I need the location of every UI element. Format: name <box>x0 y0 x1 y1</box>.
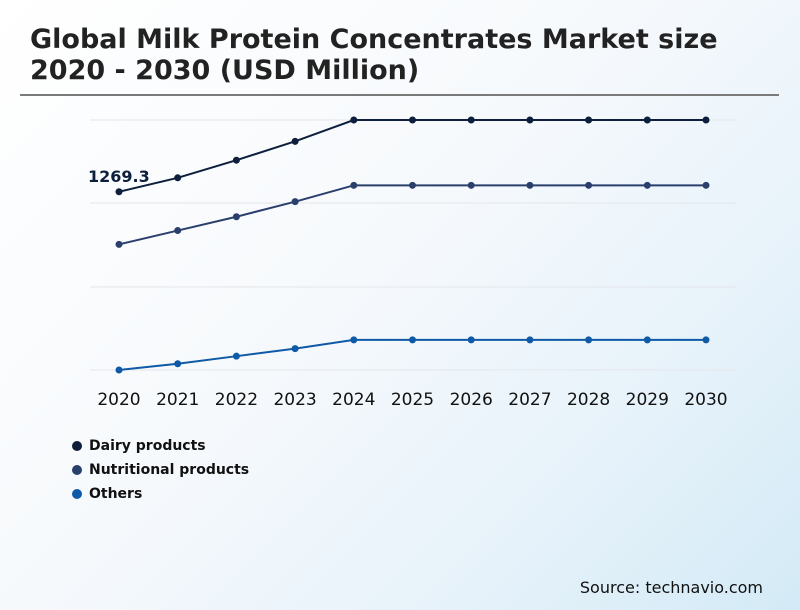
data-point <box>174 227 182 235</box>
data-point <box>526 336 534 344</box>
data-point <box>409 336 416 344</box>
data-point <box>585 336 593 344</box>
data-point <box>291 198 299 206</box>
x-tick-label: 2027 <box>508 390 551 410</box>
legend-marker <box>72 489 82 499</box>
data-point <box>409 181 416 189</box>
series-line-0 <box>118 119 706 193</box>
x-tick-label: 2029 <box>626 390 669 410</box>
data-point <box>115 366 123 374</box>
data-point <box>467 116 475 124</box>
data-point <box>174 360 182 368</box>
x-tick-label: 2030 <box>684 390 727 410</box>
legend-marker <box>72 465 82 475</box>
data-point <box>643 181 651 189</box>
data-point <box>585 181 593 189</box>
data-point <box>350 116 358 124</box>
x-tick-label: 2023 <box>273 390 316 410</box>
data-point <box>702 181 710 189</box>
data-point <box>350 181 358 189</box>
data-point <box>585 116 593 124</box>
legend: Dairy products Nutritional products Others <box>72 434 249 506</box>
data-point <box>702 116 710 124</box>
x-tick-label: 2028 <box>567 390 610 410</box>
data-point <box>232 352 240 360</box>
data-point <box>702 336 710 344</box>
title-divider <box>20 94 779 96</box>
x-tick-label: 2021 <box>156 390 199 410</box>
x-tick-label: 2025 <box>391 390 434 410</box>
data-point <box>115 188 123 196</box>
legend-item: Others <box>72 482 249 506</box>
series-line-2 <box>118 338 706 371</box>
data-point <box>409 116 416 124</box>
data-point <box>643 116 651 124</box>
data-point <box>467 181 475 189</box>
x-tick-label: 2026 <box>450 390 493 410</box>
data-point <box>350 336 358 344</box>
series-line-1 <box>118 184 706 246</box>
x-tick-label: 2022 <box>215 390 258 410</box>
legend-label: Nutritional products <box>89 462 250 478</box>
data-label: 1269.3 <box>88 167 150 186</box>
legend-item: Nutritional products <box>72 458 249 482</box>
chart-title: Global Milk Protein Concentrates Market … <box>30 24 718 86</box>
data-point <box>643 336 651 344</box>
data-point <box>467 336 475 344</box>
legend-label: Dairy products <box>89 438 206 454</box>
data-point <box>174 174 182 182</box>
legend-marker <box>72 441 82 451</box>
data-point <box>232 213 240 221</box>
x-tick-label: 2020 <box>97 390 140 410</box>
x-tick-label: 2024 <box>332 390 375 410</box>
data-point <box>232 156 240 164</box>
legend-item: Dairy products <box>72 434 249 458</box>
source-text: Source: technavio.com <box>579 578 763 597</box>
data-point <box>291 345 299 353</box>
data-point <box>526 116 534 124</box>
data-point <box>115 240 123 248</box>
legend-label: Others <box>89 486 143 502</box>
data-point <box>291 137 299 145</box>
data-point <box>526 181 534 189</box>
